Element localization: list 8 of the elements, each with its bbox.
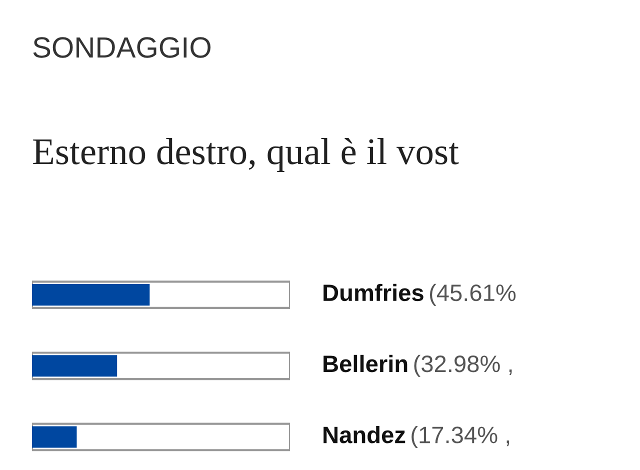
chart-title: SONDAGGIO (33, 37, 210, 58)
y-tick-label: Bellerin (324, 354, 408, 372)
data-label: (45.61% (430, 284, 516, 306)
data-label: (32.98% , (414, 354, 512, 377)
data-label: (17.34% , (412, 426, 510, 448)
chart-subtitle: Esterno destro, qual è il vost (33, 138, 459, 172)
y-tick-label: Nandez (324, 426, 406, 444)
y-tick-label: Dumfries (324, 284, 424, 302)
